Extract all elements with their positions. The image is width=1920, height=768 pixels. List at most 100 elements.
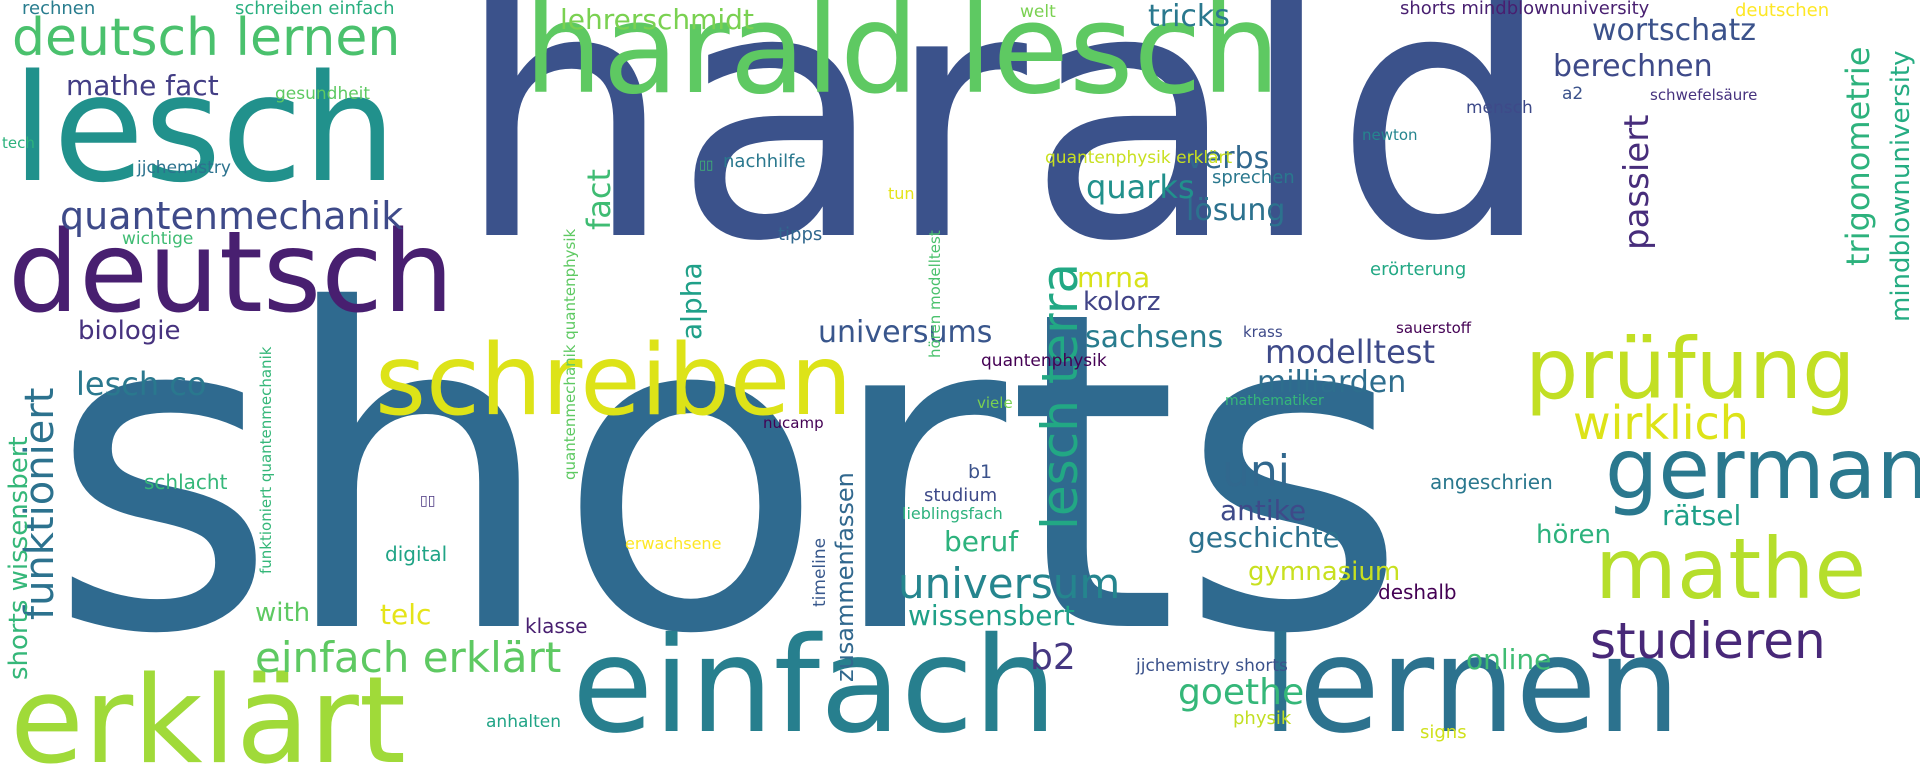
word-zusammenfassen: zusammenfassen xyxy=(831,472,859,682)
word-beruf: beruf xyxy=(944,525,1019,558)
word-with: with xyxy=(255,598,311,628)
word-placeholder-2: ▯▯ xyxy=(420,493,436,509)
word-deutsch: deutsch xyxy=(8,208,454,338)
word-wortschatz: wortschatz xyxy=(1592,13,1757,48)
word-quantenmechanik: quantenmechanik xyxy=(60,194,404,238)
word-tech: tech xyxy=(2,134,35,152)
word-lesch-co: lesch co xyxy=(76,365,207,403)
word-erklaert: erklärt xyxy=(10,652,406,768)
word-wissensbert: wissensbert xyxy=(908,599,1075,632)
word-timeline: timeline xyxy=(810,537,830,607)
word-geschichte: geschichte xyxy=(1188,521,1340,554)
word-b1: b1 xyxy=(968,461,993,483)
word-studium: studium xyxy=(924,485,998,506)
word-quantenphysik-erklaert: quantenphysik erklärt xyxy=(1045,148,1233,168)
word-fact: fact xyxy=(580,168,618,230)
word-tun: tun xyxy=(888,184,915,203)
word-shorts-mindblownuniversity: shorts mindblownuniversity xyxy=(1400,0,1650,19)
word-telc: telc xyxy=(380,598,432,631)
word-harald: harald xyxy=(455,0,1554,317)
word-quantenmechanik-quantenphysik: quantenmechanik quantenphysik xyxy=(561,228,579,480)
word-viele: viele xyxy=(977,394,1013,412)
word-lesch-terra: lesch terra xyxy=(1031,262,1089,530)
word-berechnen: berechnen xyxy=(1553,49,1713,84)
word-passiert: passiert xyxy=(1617,114,1657,250)
word-sauerstoff: sauerstoff xyxy=(1396,319,1472,337)
word-signs: signs xyxy=(1420,722,1467,743)
word-hoeren-modelltest: hören modelltest xyxy=(926,230,944,358)
word-placeholder-1: ▯▯ xyxy=(699,158,714,173)
word-eroerterung: erörterung xyxy=(1370,259,1467,280)
word-modelltest: modelltest xyxy=(1265,333,1435,371)
word-trigonometrie: trigonometrie xyxy=(1839,46,1877,266)
word-mindblownuniversity: mindblownuniversity xyxy=(1886,50,1916,322)
word-raetsel: rätsel xyxy=(1662,499,1742,532)
word-schreiben-einfach: schreiben einfach xyxy=(235,0,395,19)
word-kolorz: kolorz xyxy=(1083,287,1161,317)
word-b2: b2 xyxy=(1030,637,1076,678)
word-quarks: quarks xyxy=(1086,168,1195,206)
word-lehrerschmidt: lehrerschmidt xyxy=(560,3,754,36)
word-harald-lesch: harald lesch xyxy=(524,0,1281,122)
word-a2: a2 xyxy=(1562,84,1584,104)
word-universum: universum xyxy=(898,559,1121,608)
word-german: german xyxy=(1605,420,1920,518)
word-jjchemistry: jjchemistry xyxy=(137,158,231,178)
word-pruefung: prüfung xyxy=(1525,320,1856,418)
word-sprechen: sprechen xyxy=(1212,167,1295,188)
word-lesch: lesch xyxy=(12,43,397,215)
word-deutschen: deutschen xyxy=(1735,0,1830,21)
word-wichtige: wichtige xyxy=(122,229,194,249)
word-alpha: alpha xyxy=(675,262,708,340)
word-angeschrien: angeschrien xyxy=(1430,470,1553,494)
word-wirklich: wirklich xyxy=(1573,396,1749,450)
word-mathe-fact: mathe fact xyxy=(66,69,219,102)
word-lieblingsfach: lieblingsfach xyxy=(902,504,1003,523)
word-loesung: lösung xyxy=(1186,193,1286,228)
word-deutsch-lernen: deutsch lernen xyxy=(12,8,401,68)
word-shorts: shorts xyxy=(48,218,1408,730)
word-rechnen: rechnen xyxy=(22,0,96,19)
word-newton: newton xyxy=(1362,126,1418,144)
word-schwefelsaeure: schwefelsäure xyxy=(1650,86,1758,104)
word-tricks: tricks xyxy=(1148,0,1230,34)
word-schlacht: schlacht xyxy=(144,470,228,494)
word-jjchemistry-shorts: jjchemistry shorts xyxy=(1136,656,1288,676)
word-anhalten: anhalten xyxy=(486,712,562,732)
word-studieren: studieren xyxy=(1590,612,1826,670)
word-antike: antike xyxy=(1220,494,1307,527)
word-tipps: tipps xyxy=(778,224,823,245)
word-online: online xyxy=(1466,643,1552,676)
word-einfach-erklaert: einfach erklärt xyxy=(255,633,562,682)
word-hoeren: hören xyxy=(1536,520,1611,550)
word-gesundheit: gesundheit xyxy=(275,84,371,104)
word-gymnasium: gymnasium xyxy=(1248,557,1401,587)
word-biologie: biologie xyxy=(78,316,181,346)
word-funktioniert-quantenmechanik: funktioniert quantenmechanik xyxy=(257,346,275,574)
word-sachsens: sachsens xyxy=(1085,320,1224,355)
word-klasse: klasse xyxy=(525,614,588,638)
word-physik: physik xyxy=(1233,708,1292,729)
word-einfach: einfach xyxy=(572,609,1058,763)
word-krass: krass xyxy=(1243,323,1283,341)
word-milliarden: milliarden xyxy=(1257,365,1407,400)
word-nucamp: nucamp xyxy=(763,414,824,432)
word-welt: welt xyxy=(1020,2,1056,22)
word-lernen: lernen xyxy=(1262,609,1681,763)
word-universums: universums xyxy=(818,315,993,350)
word-erwachsene: erwachsene xyxy=(625,534,722,553)
word-mrna: mrna xyxy=(1077,261,1151,294)
word-goethe: goethe xyxy=(1178,672,1305,713)
word-shorts-wissensbert: shorts wissensbert xyxy=(4,436,34,680)
word-uni: uni xyxy=(1222,446,1290,497)
word-digital: digital xyxy=(385,542,448,566)
word-quantenphysik: quantenphysik xyxy=(981,351,1107,371)
word-mathematiker: mathematiker xyxy=(1225,393,1324,409)
word-deshalb: deshalb xyxy=(1378,580,1457,604)
word-mathe: mathe xyxy=(1595,520,1867,618)
word-nachhilfe: nachhilfe xyxy=(723,151,806,172)
word-verbs: verbs xyxy=(1186,141,1270,176)
word-mensch: mensch xyxy=(1466,98,1533,118)
word-schreiben: schreiben xyxy=(375,324,853,438)
